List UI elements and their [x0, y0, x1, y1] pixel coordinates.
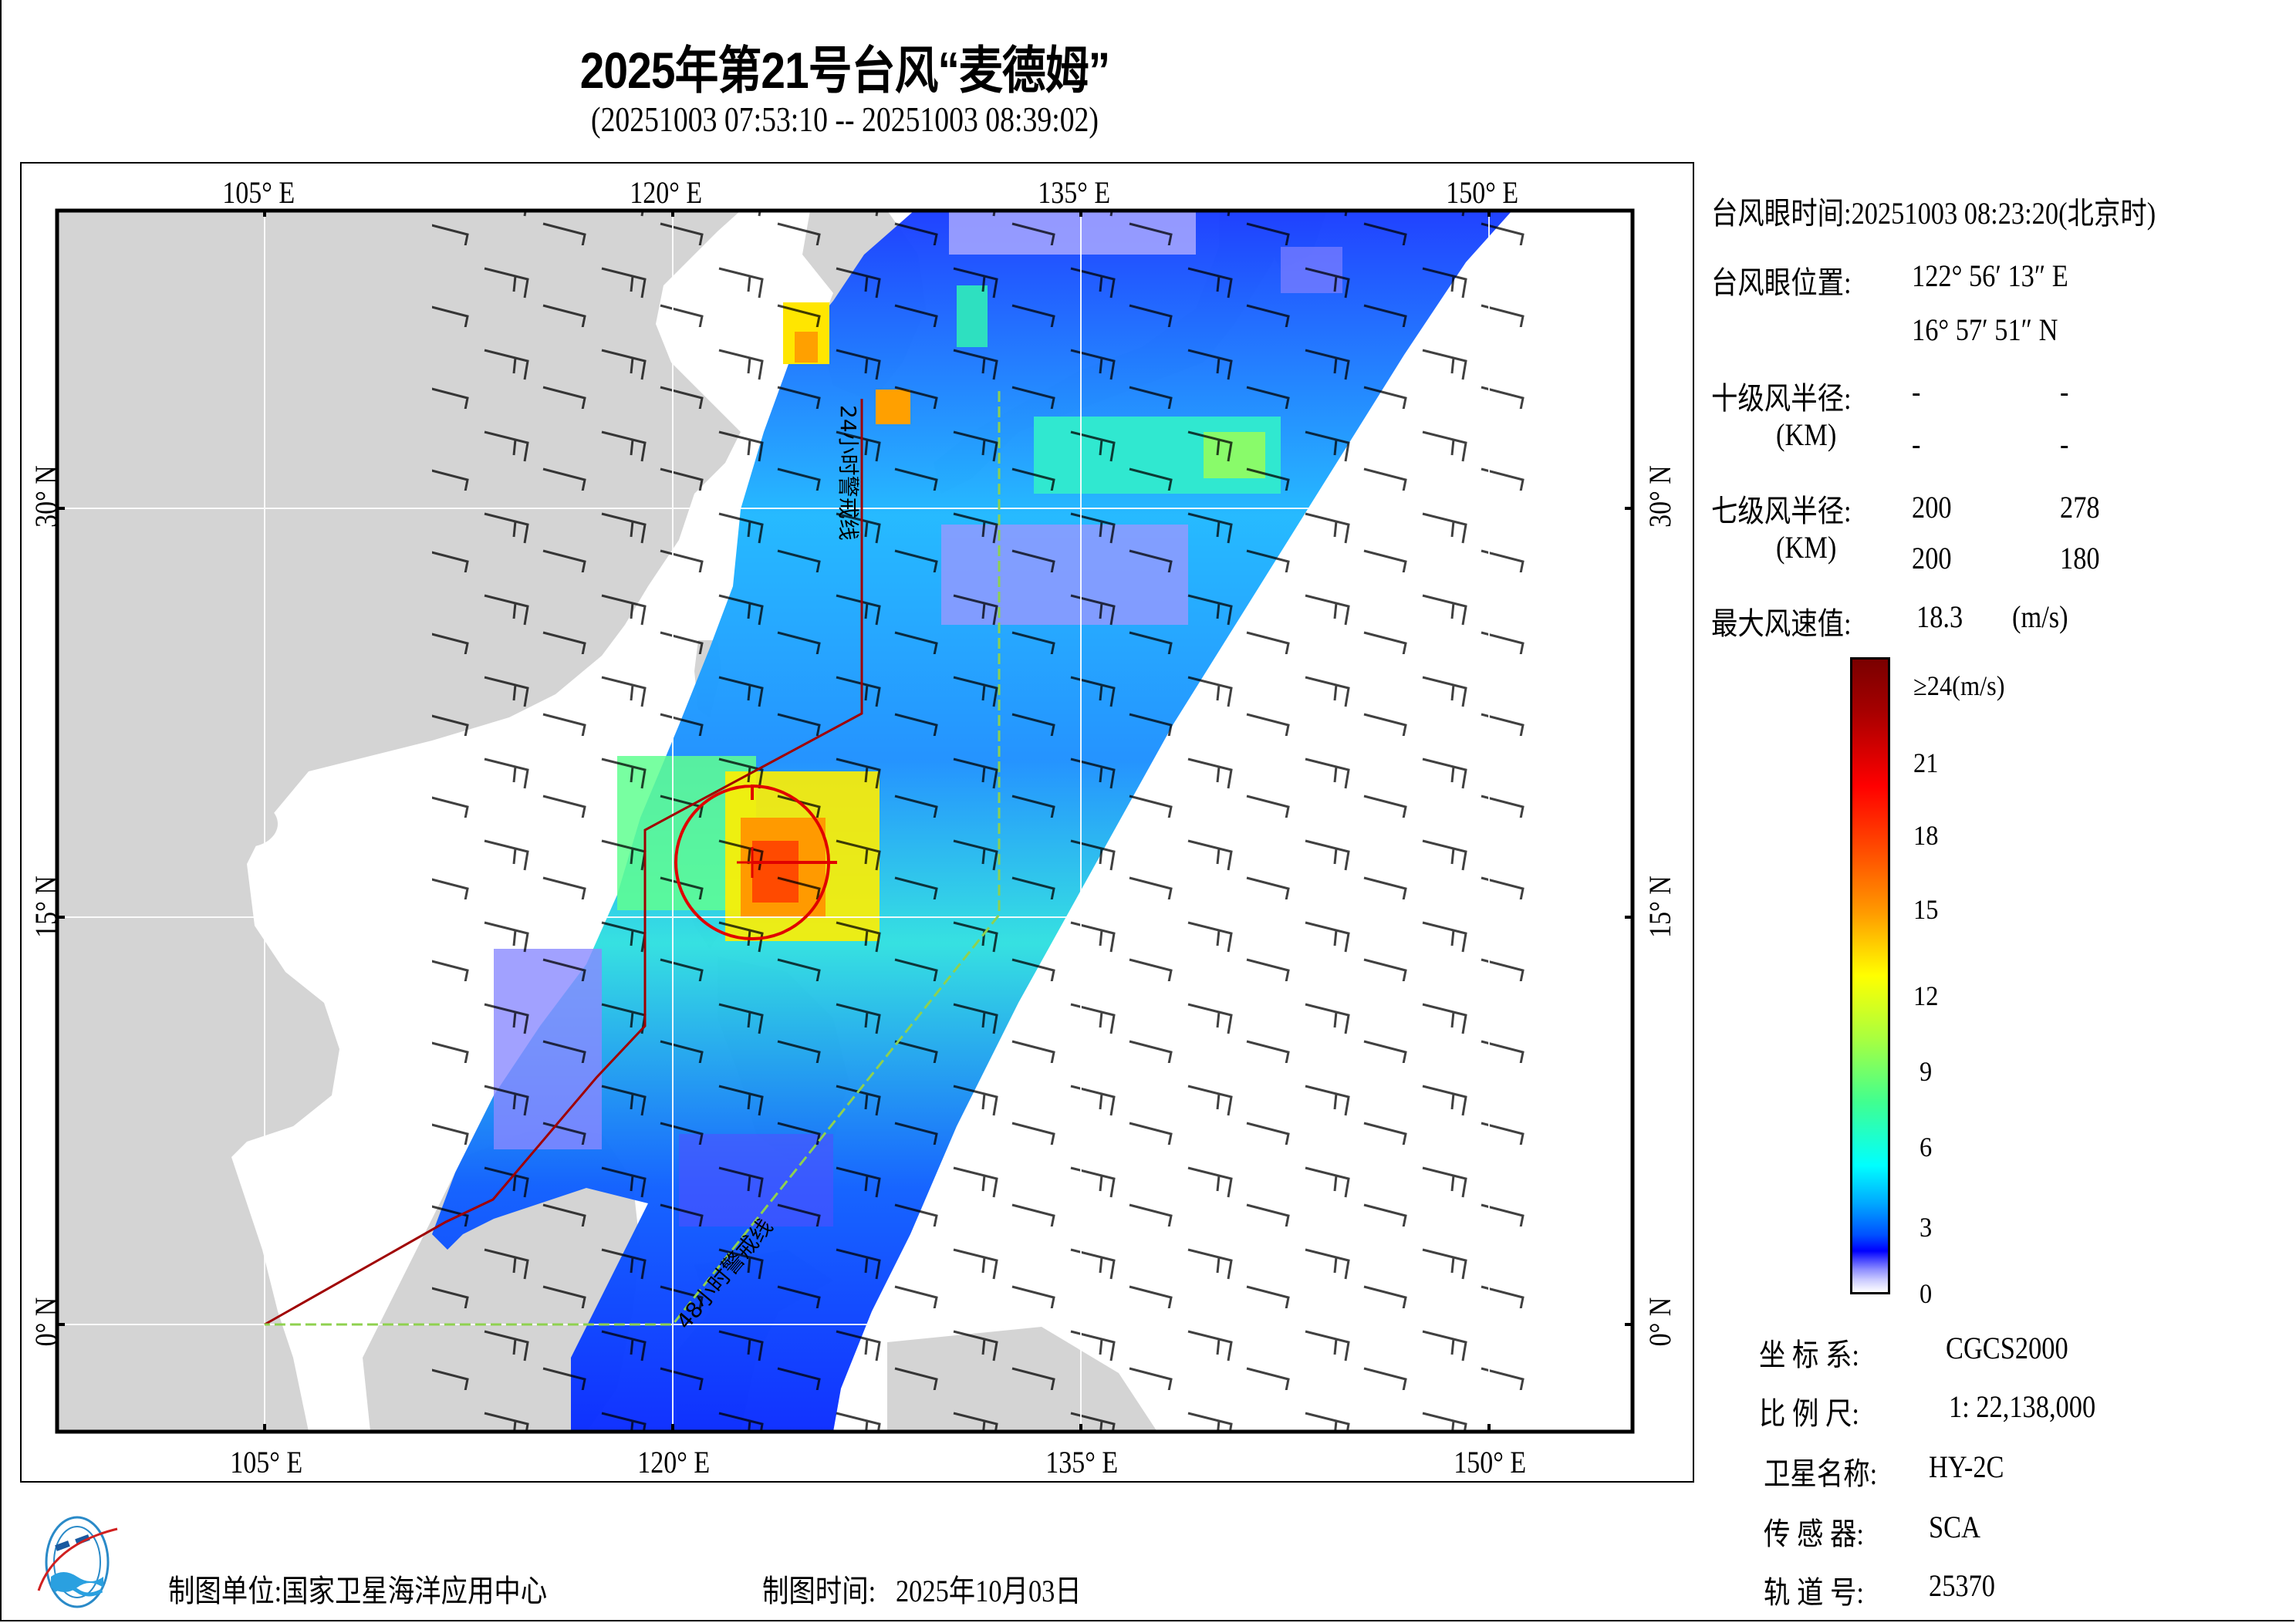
warning-line-24h	[264, 399, 863, 1326]
crs-value: CGCS2000	[1946, 1331, 2068, 1365]
orbit-value: 25370	[1929, 1568, 1995, 1603]
warning-24h-label: 24小时警戒线	[836, 405, 861, 541]
sensor-value: SCA	[1929, 1510, 1980, 1544]
lon-label-bottom-135: 135° E	[1045, 1445, 1119, 1480]
map-frame	[20, 162, 1694, 1483]
satellite-value: HY-2C	[1929, 1449, 2004, 1484]
graticule	[57, 211, 1633, 1432]
max-wind-label: 最大风速值:	[1711, 606, 1852, 641]
colorbar-tick-12: 12	[1913, 980, 1939, 1011]
wind-barbs	[432, 211, 1528, 1432]
colorbar-tick-21: 21	[1913, 747, 1939, 778]
warning-line-48h	[265, 391, 1001, 1326]
land-sumatra	[57, 1095, 255, 1432]
producer-label: 制图单位:	[168, 1574, 282, 1608]
lat-label-left-30: 30° N	[28, 465, 63, 528]
orbit-label: 轨 道 号:	[1764, 1575, 1864, 1610]
r7-unit: (KM)	[1776, 530, 1837, 565]
lat-label-right-15: 15° N	[1642, 876, 1677, 938]
map-border	[55, 208, 1635, 1434]
lon-label-bottom-150: 150° E	[1454, 1445, 1527, 1480]
axis-ticks	[57, 211, 1633, 1432]
colorbar-max-label: ≥24(m/s)	[1913, 670, 2005, 701]
max-wind-unit: (m/s)	[2012, 599, 2068, 634]
lat-label-left-0: 0° N	[28, 1297, 63, 1347]
map-time-range: (20251003 07:53:10 -- 20251003 08:39:02)	[591, 100, 1099, 139]
r7-nw: 180	[2060, 541, 2100, 575]
producer: 制图单位:国家卫星海洋应用中心	[168, 1566, 547, 1611]
land-hainan	[216, 801, 278, 847]
wind-speed-colorbar	[1850, 657, 1890, 1294]
typhoon-eye-marker	[737, 847, 768, 878]
r10-ne: -	[1912, 374, 1921, 409]
lat-label-right-30: 30° N	[1642, 465, 1677, 528]
lon-label-bottom-120: 120° E	[637, 1445, 711, 1480]
lat-label-right-0: 0° N	[1642, 1297, 1677, 1347]
eye-time: 台风眼时间:20251003 08:23:20(北京时)	[1711, 188, 2156, 233]
colorbar-tick-3: 3	[1920, 1212, 1933, 1243]
lat-label-left-15: 15° N	[28, 876, 63, 938]
lon-label-top-120: 120° E	[630, 175, 703, 210]
colorbar-tick-6: 6	[1920, 1132, 1933, 1162]
map-title: 2025年第21号台风“麦德姆”	[579, 42, 1110, 99]
crs-label: 坐 标 系:	[1759, 1338, 1859, 1372]
r7-ne: 200	[1912, 490, 1952, 525]
eye-time-label: 台风眼时间:	[1711, 196, 1852, 231]
colorbar-tick-9: 9	[1920, 1056, 1933, 1087]
scale-label: 比 例 尺:	[1759, 1396, 1859, 1431]
map-date: 制图时间: 2025年10月03日	[762, 1566, 1082, 1611]
colorbar-tick-18: 18	[1913, 820, 1939, 851]
r7-sw: 200	[1912, 541, 1952, 575]
lon-label-top-135: 135° E	[1038, 175, 1111, 210]
r10-nw: -	[2060, 427, 2069, 461]
satellite-label: 卫星名称:	[1764, 1456, 1878, 1491]
r10-se: -	[2060, 374, 2069, 409]
r10-sw: -	[1912, 427, 1921, 461]
colorbar-tick-15: 15	[1913, 894, 1939, 925]
eye-longitude: 122° 56′ 13″ E	[1912, 258, 2068, 293]
eye-position-label: 台风眼位置:	[1711, 265, 1852, 300]
eye-latitude: 16° 57′ 51″ N	[1912, 312, 2058, 347]
eye-time-value: 20251003 08:23:20(北京时)	[1851, 196, 2156, 231]
r10-unit: (KM)	[1776, 417, 1837, 452]
date-value: 2025年10月03日	[895, 1574, 1082, 1608]
lon-label-top-150: 150° E	[1446, 175, 1519, 210]
nsoas-logo-icon	[37, 1516, 118, 1608]
scale-value: 1: 22,138,000	[1949, 1389, 2096, 1424]
date-label: 制图时间:	[762, 1574, 876, 1608]
lon-label-bottom-105: 105° E	[230, 1445, 303, 1480]
r7-label: 七级风半径:	[1711, 494, 1852, 528]
lon-label-top-105: 105° E	[222, 175, 295, 210]
colorbar-tick-0: 0	[1920, 1278, 1933, 1309]
r10-label: 十级风半径:	[1711, 381, 1852, 416]
sensor-label: 传 感 器:	[1764, 1517, 1864, 1551]
r7-se: 278	[2060, 490, 2100, 525]
producer-value: 国家卫星海洋应用中心	[282, 1574, 548, 1608]
max-wind-value: 18.3	[1916, 599, 1963, 634]
